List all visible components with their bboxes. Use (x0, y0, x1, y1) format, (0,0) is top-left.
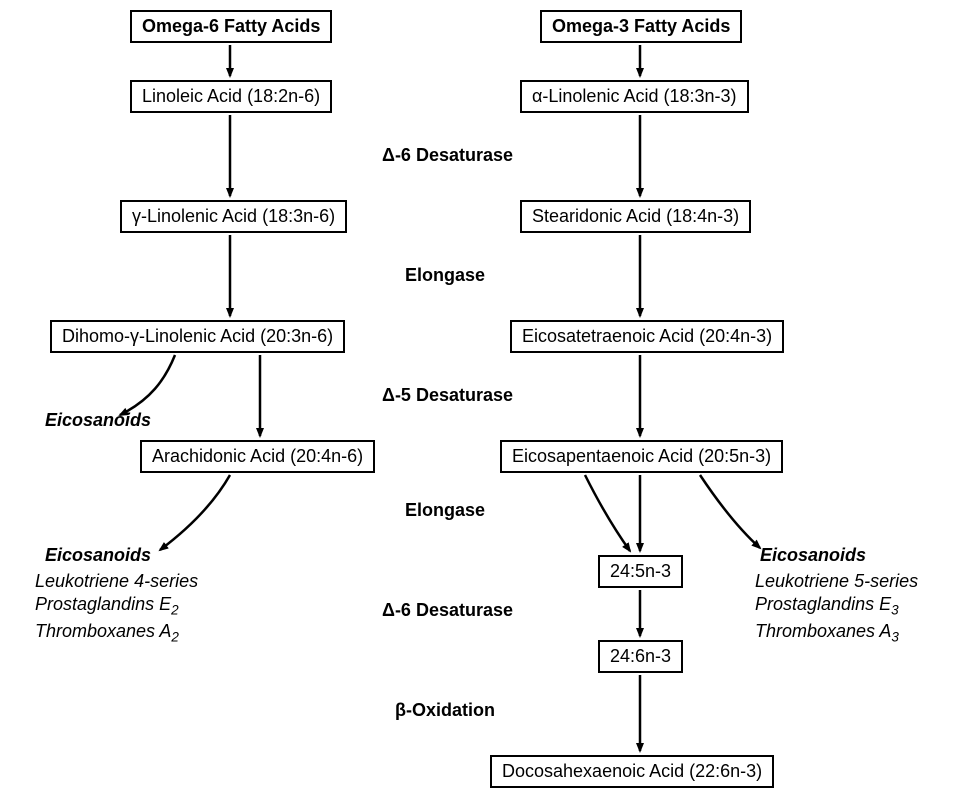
node-n3-7: Docosahexaenoic Acid (22:6n-3) (490, 755, 774, 788)
node-n6-1: Linoleic Acid (18:2n-6) (130, 80, 332, 113)
enzyme-3: Δ-5 Desaturase (382, 385, 513, 406)
enzyme-2: Elongase (405, 265, 485, 286)
enzyme-6: β-Oxidation (395, 700, 495, 721)
eicosanoids-left-list: Leukotriene 4-series Prostaglandins E2 T… (35, 570, 198, 646)
node-n3-6: 24:6n-3 (598, 640, 683, 673)
node-n3-2: Stearidonic Acid (18:4n-3) (520, 200, 751, 233)
eicosanoids-left-big: Eicosanoids (45, 545, 151, 566)
node-n6-2: γ-Linolenic Acid (18:3n-6) (120, 200, 347, 233)
header-omega6: Omega-6 Fatty Acids (130, 10, 332, 43)
eicosanoids-right-list: Leukotriene 5-series Prostaglandins E3 T… (755, 570, 918, 646)
node-n3-5: 24:5n-3 (598, 555, 683, 588)
eico-r-item-2: Thromboxanes A3 (755, 620, 918, 646)
node-n3-1: α-Linolenic Acid (18:3n-3) (520, 80, 749, 113)
eico-l-item-0: Leukotriene 4-series (35, 570, 198, 593)
enzyme-5: Δ-6 Desaturase (382, 600, 513, 621)
eicosanoids-left-small: Eicosanoids (45, 410, 151, 431)
eico-l-item-1: Prostaglandins E2 (35, 593, 198, 619)
node-n3-4: Eicosapentaenoic Acid (20:5n-3) (500, 440, 783, 473)
eico-r-item-0: Leukotriene 5-series (755, 570, 918, 593)
eico-r-item-1: Prostaglandins E3 (755, 593, 918, 619)
eico-l-item-2: Thromboxanes A2 (35, 620, 198, 646)
node-n6-4: Arachidonic Acid (20:4n-6) (140, 440, 375, 473)
header-omega3: Omega-3 Fatty Acids (540, 10, 742, 43)
enzyme-1: Δ-6 Desaturase (382, 145, 513, 166)
node-n6-3: Dihomo-γ-Linolenic Acid (20:3n-6) (50, 320, 345, 353)
enzyme-4: Elongase (405, 500, 485, 521)
eicosanoids-right-big: Eicosanoids (760, 545, 866, 566)
node-n3-3: Eicosatetraenoic Acid (20:4n-3) (510, 320, 784, 353)
